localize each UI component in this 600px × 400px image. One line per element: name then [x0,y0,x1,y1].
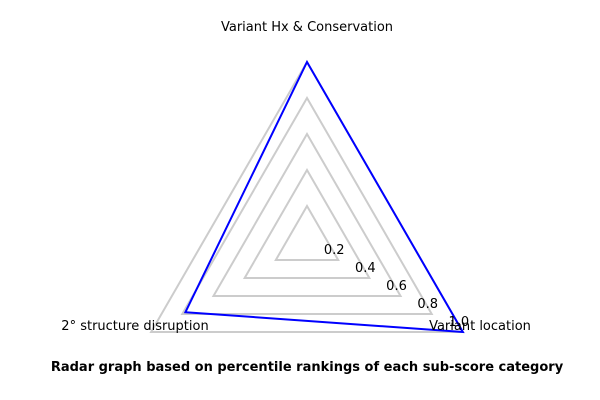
tick-label-2: 0.4 [355,261,376,276]
series-polygon-1 [183,59,465,334]
tick-label-5: 1.0 [449,315,470,330]
axis-label-top: Variant Hx & Conservation [221,20,393,35]
radar-series-layer [183,59,465,334]
grid-ring-4 [180,96,434,315]
radar-grid [149,59,465,333]
axis-label-right: Variant location [429,319,531,334]
tick-label-3: 0.6 [386,279,407,294]
chart-caption: Radar graph based on percentile rankings… [51,360,564,375]
axis-label-left: 2° structure disruption [61,319,208,334]
grid-ring-3 [211,131,403,297]
grid-ring-1 [274,204,340,261]
radial-tick-labels: 0.2 0.4 0.6 0.8 1.0 [324,243,469,330]
grid-ring-5 [149,59,465,333]
tick-label-1: 0.2 [324,243,345,258]
tick-label-4: 0.8 [417,297,438,312]
grid-ring-2 [242,167,372,279]
